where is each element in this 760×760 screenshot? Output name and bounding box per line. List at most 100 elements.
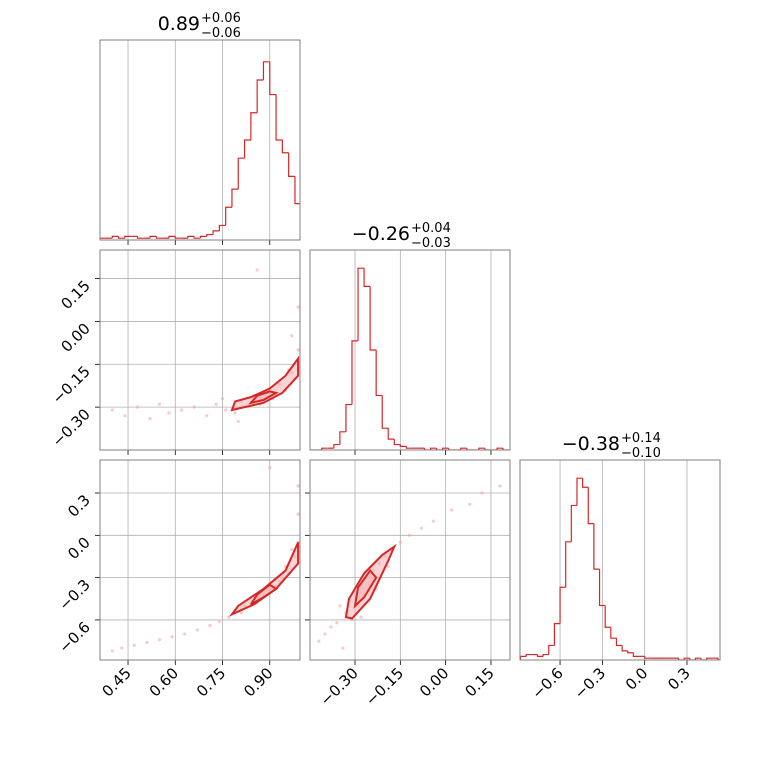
- sample-point: [224, 408, 228, 412]
- hist-step: [593, 523, 600, 570]
- hist-step: [423, 448, 431, 450]
- panel-title: −0.38: [562, 433, 620, 455]
- hist-step: [405, 446, 413, 449]
- plot-area: [110, 268, 300, 424]
- panel: [309, 249, 511, 455]
- sample-point: [179, 408, 184, 412]
- panel-frame: [519, 459, 721, 661]
- hist-step: [706, 657, 713, 660]
- hist-step: [345, 403, 352, 432]
- sample-point: [335, 621, 339, 625]
- x-tick-label: 0.00: [416, 664, 452, 700]
- hist-step: [610, 627, 617, 639]
- contour: [228, 541, 300, 617]
- plot-area: [110, 466, 300, 653]
- hist-step: [553, 623, 561, 646]
- y-tick-label: −0.15: [49, 362, 94, 407]
- hist-step: [621, 645, 628, 652]
- title-plus: +0.06: [201, 11, 241, 26]
- sample-point: [220, 396, 225, 401]
- hist-step: [369, 286, 377, 351]
- contour: [353, 568, 378, 609]
- hist-step: [174, 236, 182, 239]
- hist-step: [155, 236, 163, 239]
- y-tick-label: 0.0: [64, 533, 94, 563]
- hist-step: [598, 569, 606, 607]
- hist-step: [442, 447, 449, 450]
- sample-point: [498, 484, 502, 488]
- hist-step: [496, 447, 504, 450]
- hist-step: [193, 236, 201, 239]
- sample-point: [208, 623, 212, 628]
- hist-step: [199, 235, 207, 239]
- x-tick-label: 0.0: [622, 664, 652, 694]
- contour: [250, 583, 278, 606]
- hist-step: [582, 478, 589, 488]
- hist-step: [206, 233, 214, 237]
- hist-step: [429, 447, 437, 450]
- sample-point: [157, 638, 162, 642]
- sample-point: [205, 414, 209, 418]
- sample-point: [110, 649, 114, 653]
- sample-point: [214, 402, 218, 406]
- panel-frame: [99, 459, 301, 661]
- sample-point: [123, 414, 127, 418]
- contour: [230, 355, 300, 412]
- sample-point: [157, 402, 162, 406]
- sample-point: [329, 625, 333, 629]
- hist-step: [281, 140, 289, 154]
- hist-step: [604, 605, 611, 628]
- title-minus: −0.06: [201, 26, 241, 41]
- sample-point: [233, 411, 237, 415]
- hist-step: [520, 655, 527, 660]
- x-tick-label: 0.60: [146, 664, 182, 700]
- sample-point: [290, 334, 294, 338]
- panel: −0.30 −0.15 0.00 0.15: [305, 459, 511, 709]
- hist-step: [484, 448, 491, 450]
- hist-step: [363, 268, 371, 287]
- hist-step: [275, 94, 283, 141]
- hist-step: [357, 267, 365, 341]
- sample-point: [323, 632, 327, 636]
- hist-step: [478, 447, 485, 450]
- hist-step: [168, 235, 176, 239]
- hist-step: [243, 139, 251, 159]
- sample-point: [290, 547, 294, 552]
- hist-step: [218, 224, 226, 231]
- hist-step: [536, 654, 544, 657]
- sample-point: [296, 484, 300, 488]
- title-minus: −0.10: [621, 446, 661, 461]
- y-tick-label: −0.6: [55, 618, 93, 656]
- sample-point: [296, 348, 300, 352]
- hist-step: [375, 350, 383, 397]
- hist-step: [124, 235, 132, 239]
- panel-title: −0.26: [352, 223, 410, 245]
- panel-frame: [99, 249, 301, 451]
- panel: 0.45 0.60 0.75 0.90 0.3 0.0 −0.3 −0.6: [55, 459, 301, 700]
- panel-frame: [309, 249, 511, 451]
- sample-point: [317, 639, 321, 643]
- plot-area: [100, 61, 300, 240]
- hist-step: [381, 395, 389, 429]
- hist-step: [399, 444, 407, 447]
- x-tick-label: 0.3: [664, 664, 694, 694]
- title-minus: −0.03: [411, 236, 451, 251]
- hist-step: [387, 428, 395, 440]
- x-tick-label: 0.15: [461, 664, 497, 700]
- sample-point: [450, 508, 454, 512]
- sample-point: [110, 408, 114, 412]
- sample-point: [217, 619, 221, 623]
- x-tick-label: 0.90: [240, 664, 276, 700]
- sample-point: [132, 643, 136, 647]
- hist-step: [576, 477, 583, 506]
- panel: 0.15 0.00 −0.15−0.30: [49, 249, 301, 455]
- hist-step: [632, 652, 640, 657]
- y-tick-label: −0.3: [55, 576, 93, 614]
- title-plus: +0.04: [411, 221, 451, 236]
- panel: −0.6 −0.3 0.0 0.3: [519, 459, 721, 703]
- hist-step: [339, 431, 346, 445]
- hist-step: [615, 638, 623, 647]
- hist-step: [393, 439, 401, 446]
- sample-point: [236, 419, 240, 424]
